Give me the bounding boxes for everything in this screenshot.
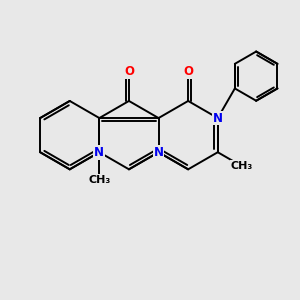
Text: O: O xyxy=(124,65,134,78)
Text: CH₃: CH₃ xyxy=(88,175,110,185)
Text: N: N xyxy=(94,146,104,159)
Text: CH₃: CH₃ xyxy=(231,161,253,171)
Text: O: O xyxy=(183,65,193,78)
Text: N: N xyxy=(154,146,164,159)
Text: N: N xyxy=(213,112,223,124)
